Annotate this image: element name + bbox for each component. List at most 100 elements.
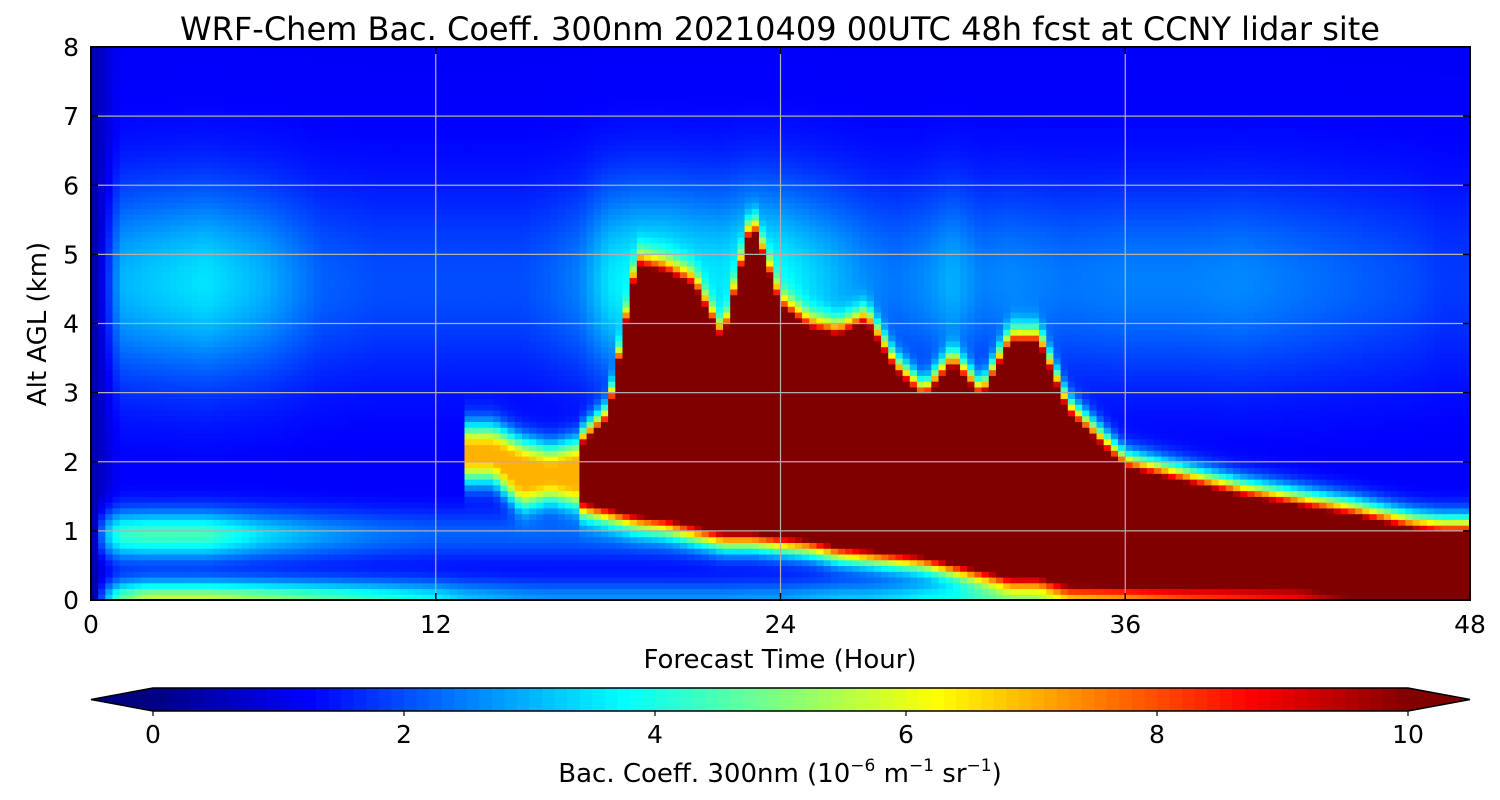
heatmap-cell: [328, 295, 336, 301]
heatmap-cell: [414, 162, 422, 168]
heatmap-cell: [163, 133, 171, 139]
heatmap-cell: [141, 214, 149, 220]
heatmap-cell: [134, 335, 142, 341]
heatmap-cell: [421, 335, 429, 341]
heatmap-cell: [177, 174, 185, 180]
heatmap-cell: [314, 583, 322, 589]
heatmap-cell: [328, 220, 336, 226]
heatmap-cell: [350, 76, 358, 82]
heatmap-cell: [450, 116, 458, 122]
heatmap-cell: [271, 462, 279, 468]
heatmap-cell: [156, 139, 164, 145]
heatmap-cell: [184, 479, 192, 485]
heatmap-cell: [342, 128, 350, 134]
heatmap-cell: [156, 364, 164, 370]
heatmap-cell: [457, 554, 465, 560]
heatmap-cell: [450, 519, 458, 525]
heatmap-cell: [314, 421, 322, 427]
heatmap-cell: [192, 479, 200, 485]
heatmap-cell: [414, 99, 422, 105]
heatmap-cell: [105, 548, 113, 554]
heatmap-cell: [134, 502, 142, 508]
heatmap-cell: [314, 151, 322, 157]
heatmap-cell: [213, 519, 221, 525]
heatmap-cell: [378, 139, 386, 145]
heatmap-cell: [278, 324, 286, 330]
heatmap-cell: [134, 370, 142, 376]
heatmap-cell: [299, 347, 307, 353]
heatmap-cell: [378, 76, 386, 82]
heatmap-cell: [436, 272, 444, 278]
heatmap-cell: [271, 398, 279, 404]
heatmap-cell: [450, 64, 458, 70]
heatmap-cell: [314, 53, 322, 59]
heatmap-cell: [141, 197, 149, 203]
heatmap-cell: [357, 185, 365, 191]
heatmap-cell: [156, 496, 164, 502]
heatmap-cell: [177, 450, 185, 456]
heatmap-cell: [148, 496, 156, 502]
heatmap-cell: [91, 502, 99, 508]
heatmap-cell: [278, 53, 286, 59]
heatmap-cell: [120, 191, 128, 197]
heatmap-cell: [177, 548, 185, 554]
heatmap-cell: [357, 491, 365, 497]
heatmap-cell: [371, 133, 379, 139]
heatmap-cell: [328, 174, 336, 180]
heatmap-cell: [170, 514, 178, 520]
heatmap-cell: [357, 416, 365, 422]
heatmap-cell: [299, 93, 307, 99]
heatmap-cell: [127, 358, 135, 364]
heatmap-cell: [292, 53, 300, 59]
heatmap-cell: [113, 341, 121, 347]
heatmap-cell: [263, 554, 271, 560]
heatmap-cell: [98, 70, 106, 76]
heatmap-cell: [385, 571, 393, 577]
heatmap-cell: [414, 433, 422, 439]
heatmap-cell: [306, 341, 314, 347]
heatmap-cell: [328, 324, 336, 330]
heatmap-cell: [227, 254, 235, 260]
heatmap-cell: [292, 122, 300, 128]
heatmap-cell: [192, 473, 200, 479]
heatmap-cell: [443, 93, 451, 99]
heatmap-cell: [170, 226, 178, 232]
heatmap-cell: [98, 427, 106, 433]
heatmap-cell: [134, 156, 142, 162]
heatmap-cell: [184, 577, 192, 583]
heatmap-cell: [170, 162, 178, 168]
heatmap-cell: [407, 393, 415, 399]
heatmap-cell: [350, 393, 358, 399]
heatmap-cell: [156, 450, 164, 456]
heatmap-cell: [292, 156, 300, 162]
heatmap-cell: [350, 548, 358, 554]
heatmap-cell: [335, 347, 343, 353]
heatmap-cell: [177, 577, 185, 583]
heatmap-cell: [127, 514, 135, 520]
heatmap-cell: [285, 370, 293, 376]
heatmap-cell: [256, 122, 264, 128]
heatmap-cell: [414, 479, 422, 485]
heatmap-cell: [235, 312, 243, 318]
heatmap-cell: [400, 347, 408, 353]
heatmap-cell: [242, 358, 250, 364]
heatmap-cell: [450, 514, 458, 520]
heatmap-cell: [127, 560, 135, 566]
heatmap-cell: [306, 479, 314, 485]
heatmap-cell: [127, 565, 135, 571]
heatmap-cell: [156, 174, 164, 180]
heatmap-cell: [206, 433, 214, 439]
heatmap-cell: [141, 191, 149, 197]
heatmap-cell: [342, 462, 350, 468]
heatmap-cell: [192, 329, 200, 335]
heatmap-cell: [141, 370, 149, 376]
heatmap-cell: [113, 277, 121, 283]
heatmap-cell: [227, 416, 235, 422]
heatmap-cell: [271, 404, 279, 410]
heatmap-cell: [263, 237, 271, 243]
heatmap-cell: [199, 214, 207, 220]
heatmap-cell: [378, 364, 386, 370]
heatmap-cell: [364, 370, 372, 376]
heatmap-cell: [113, 122, 121, 128]
heatmap-cell: [263, 381, 271, 387]
